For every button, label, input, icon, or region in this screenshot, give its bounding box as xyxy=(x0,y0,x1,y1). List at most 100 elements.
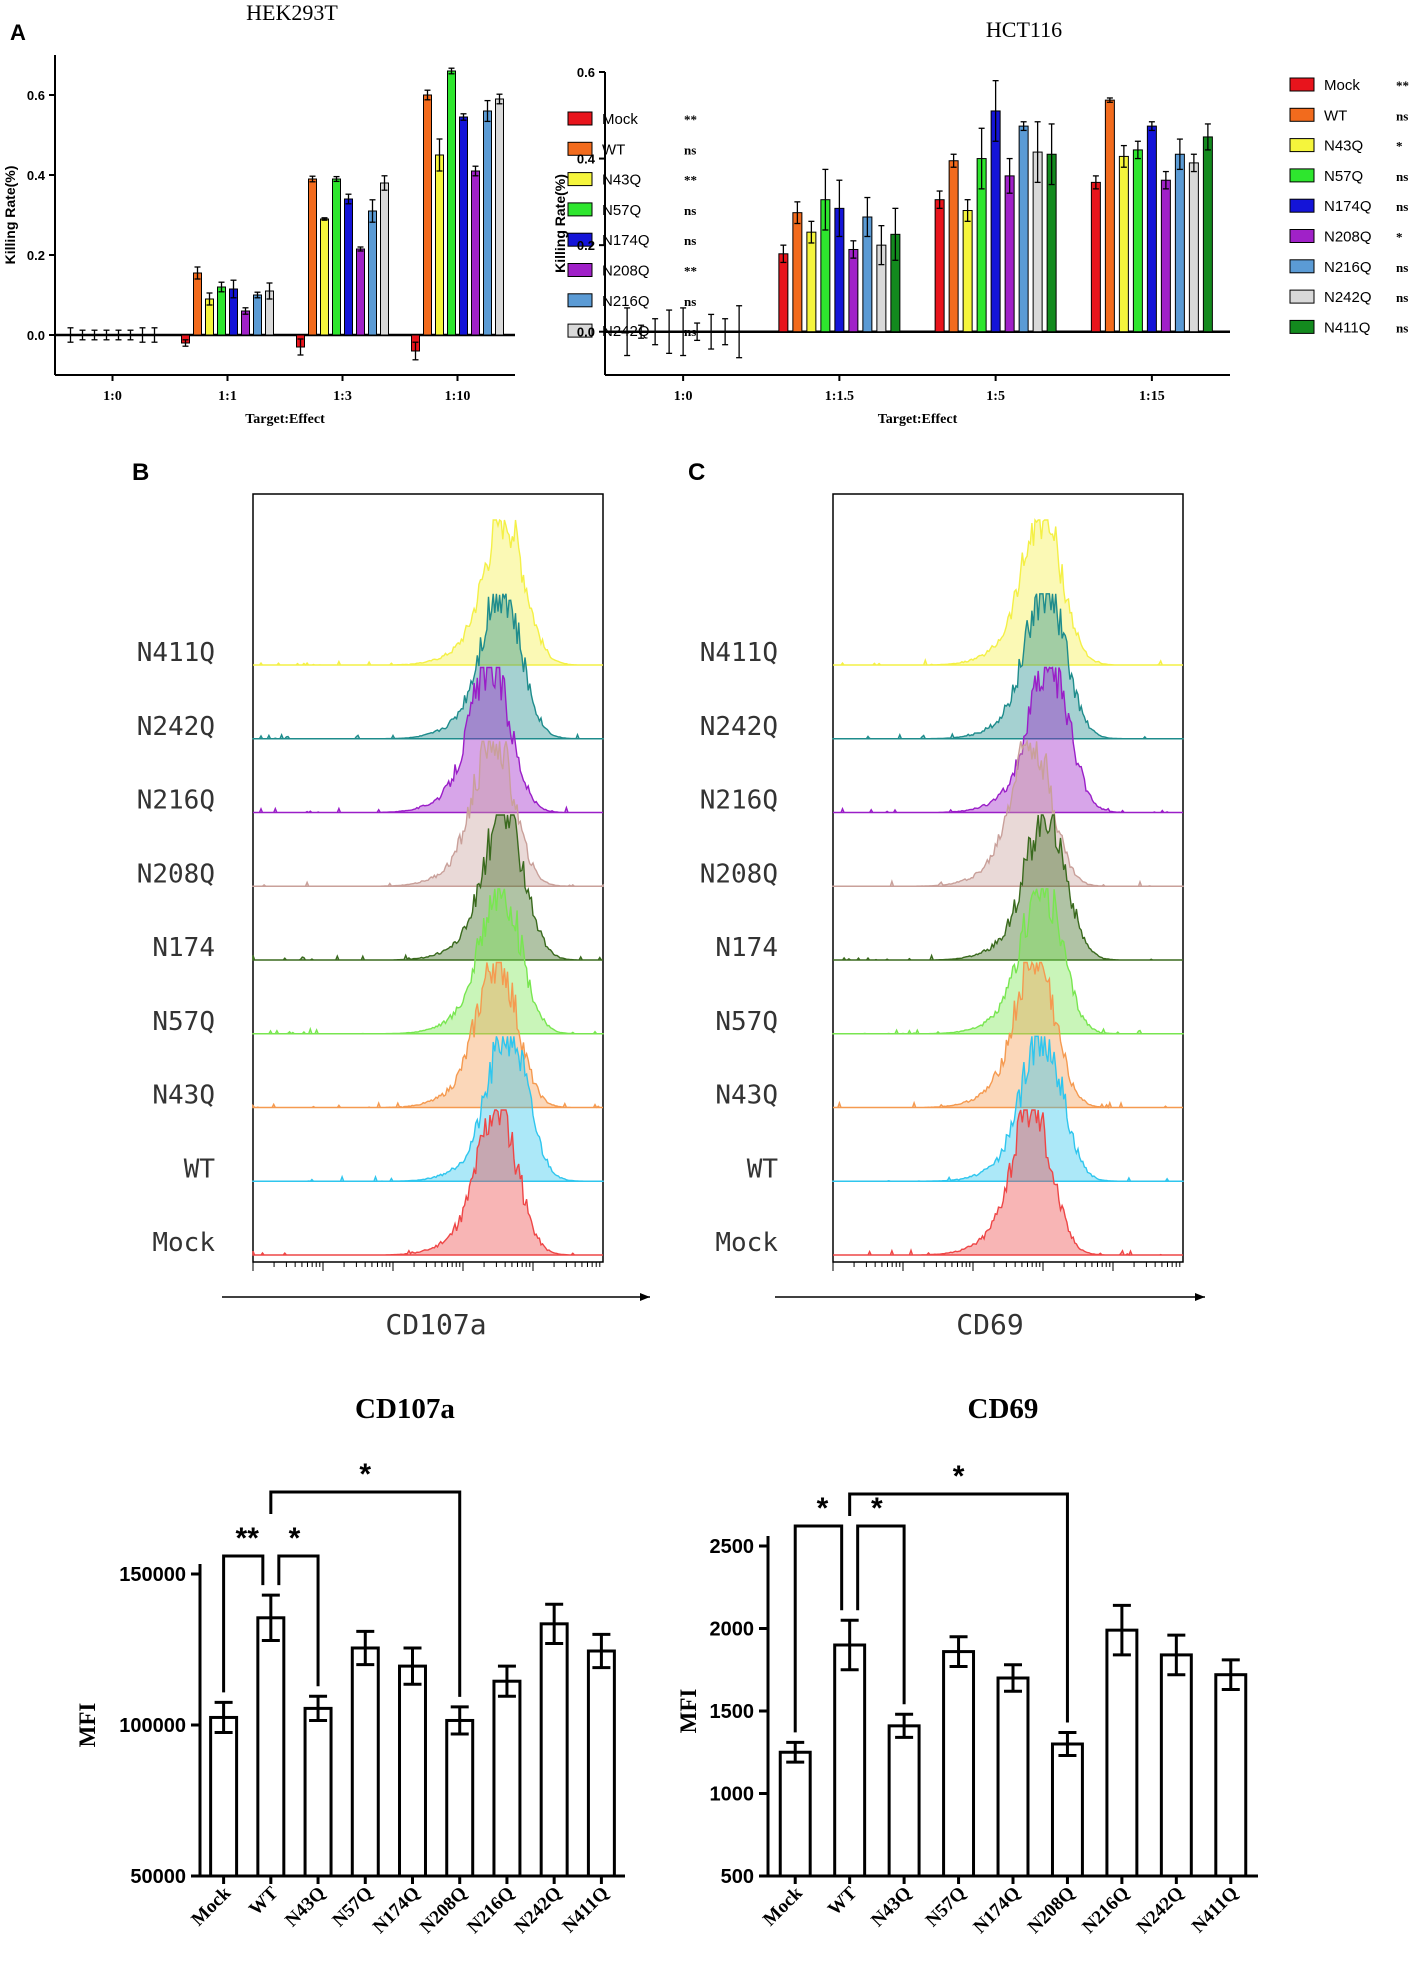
chart-title: HCT116 xyxy=(986,17,1062,42)
y-axis-label: MFI xyxy=(75,1703,100,1748)
bar-n216q xyxy=(483,110,492,336)
y-axis-label: MFI xyxy=(676,1689,701,1734)
bar-n57q xyxy=(350,1646,380,1878)
bar-mock xyxy=(1090,181,1101,333)
bar-n43q xyxy=(435,154,444,336)
legend-swatch xyxy=(1289,168,1315,183)
legend-swatch xyxy=(1289,319,1315,334)
bar-n174q xyxy=(1146,125,1157,333)
legend-label: N43Q xyxy=(602,172,641,189)
histogram-trace-n216q xyxy=(833,666,1183,814)
histogram-trace-n242q xyxy=(252,593,604,740)
legend-label: N242Q xyxy=(1324,289,1372,306)
legend-swatch xyxy=(567,172,593,187)
legend-swatch xyxy=(567,293,593,308)
legend-label: N57Q xyxy=(1324,168,1363,185)
legend-swatch xyxy=(1289,289,1315,304)
bar-wt xyxy=(1104,99,1115,333)
significance-star: ** xyxy=(236,1522,260,1555)
bar-n242q xyxy=(1159,1653,1193,1878)
x-tick-label: N411Q xyxy=(1188,1883,1242,1937)
x-tick-label: N174Q xyxy=(969,1883,1024,1938)
legend-significance: ns xyxy=(684,203,696,218)
chart-hek293t: HEK293T 0.0 0.2 0.4 0.6 Killing Rate(%) 1:0 1:1… xyxy=(2,0,697,427)
y-tick-label: 1000 xyxy=(710,1784,755,1806)
legend-swatch xyxy=(1289,77,1315,92)
legend-label: WT xyxy=(602,141,625,158)
histogram-trace-n208q xyxy=(832,738,1184,887)
y-tick-label: 0.0 xyxy=(577,325,595,340)
x-tick-label: 1:0 xyxy=(103,389,122,404)
plot-frame xyxy=(832,493,1184,1263)
plot-frame xyxy=(252,493,604,1263)
x-tick-label: N43Q xyxy=(867,1883,915,1931)
legend-significance: ** xyxy=(1396,78,1409,93)
track-label: N208Q xyxy=(700,859,778,889)
bar-n216q xyxy=(1018,125,1029,333)
bar-n43q xyxy=(320,218,329,336)
bar-n216q xyxy=(253,294,262,336)
y-tick-label: 100000 xyxy=(119,1715,186,1737)
legend-significance: ns xyxy=(1396,169,1408,184)
legend-label: N174Q xyxy=(1324,198,1372,215)
track-label: N411Q xyxy=(137,638,215,668)
axis-arrow-head xyxy=(1195,1293,1205,1301)
legend-swatch xyxy=(567,263,593,277)
bar-n208q xyxy=(445,1718,475,1878)
legend-significance: ** xyxy=(684,264,697,279)
histogram-trace-n174 xyxy=(252,814,603,961)
y-axis-label: Killing Rate(%) xyxy=(2,166,18,265)
histogram-trace-n57q xyxy=(252,888,604,1035)
bar-n411q xyxy=(586,1649,616,1878)
x-tick-label: N208Q xyxy=(416,1883,471,1938)
y-tick-label: 0.2 xyxy=(577,238,595,253)
axis-arrow-head xyxy=(640,1293,650,1301)
bar-n208q xyxy=(1004,175,1015,333)
legend-swatch xyxy=(567,323,593,338)
chart-cd69-mfi: CD69 500 1000 1500 2000 2500 MFI Mock WT N43Q N57Q… xyxy=(676,1393,1258,1938)
bar-wt xyxy=(256,1616,286,1878)
x-tick-label: N411Q xyxy=(559,1883,613,1937)
y-tick-label: 0.2 xyxy=(27,248,45,263)
track-label: N43Q xyxy=(715,1081,778,1111)
track-label: WT xyxy=(747,1154,779,1184)
x-tick-label: N57Q xyxy=(922,1883,970,1931)
significance-bracket xyxy=(277,1554,320,1687)
x-tick-label: WT xyxy=(245,1882,282,1919)
bar-n43q xyxy=(303,1706,333,1878)
legend-significance: ** xyxy=(684,112,697,127)
y-tick-label: 0.0 xyxy=(27,328,45,343)
track-label: N174 xyxy=(715,933,778,963)
y-tick-label: 2500 xyxy=(710,1536,755,1558)
legend-label: N208Q xyxy=(1324,229,1372,246)
bar-wt xyxy=(193,272,202,336)
histogram-trace-n216q xyxy=(253,666,603,814)
bar-n216q xyxy=(492,1679,522,1878)
significance-star: * xyxy=(871,1492,883,1525)
bar-n208q xyxy=(471,170,480,336)
legend-label: N411Q xyxy=(1324,319,1370,336)
legend-swatch xyxy=(1289,229,1315,243)
bar-n216q xyxy=(1174,153,1185,333)
y-axis-label: Killing Rate(%) xyxy=(552,174,568,273)
x-tick-label: 1:1.5 xyxy=(825,389,854,404)
bar-n43q xyxy=(962,210,973,333)
bar-n174q xyxy=(344,198,353,336)
bar-n216q xyxy=(1105,1628,1139,1878)
chart-title: HEK293T xyxy=(246,0,338,25)
significance-star: * xyxy=(359,1458,371,1491)
bar-n57q xyxy=(217,286,226,336)
y-tick-label: 0.6 xyxy=(27,88,45,103)
bar-n208q xyxy=(1160,179,1171,333)
legend-swatch xyxy=(1289,138,1315,153)
legend-significance: ns xyxy=(684,233,696,248)
track-label: Mock xyxy=(715,1228,778,1258)
legend-swatch xyxy=(567,111,593,126)
histogram-trace-n411q xyxy=(253,518,603,667)
bar-n208q xyxy=(848,248,859,333)
y-tick-label: 2000 xyxy=(710,1619,755,1641)
legend-swatch xyxy=(567,141,593,156)
legend-significance: * xyxy=(1396,230,1403,245)
